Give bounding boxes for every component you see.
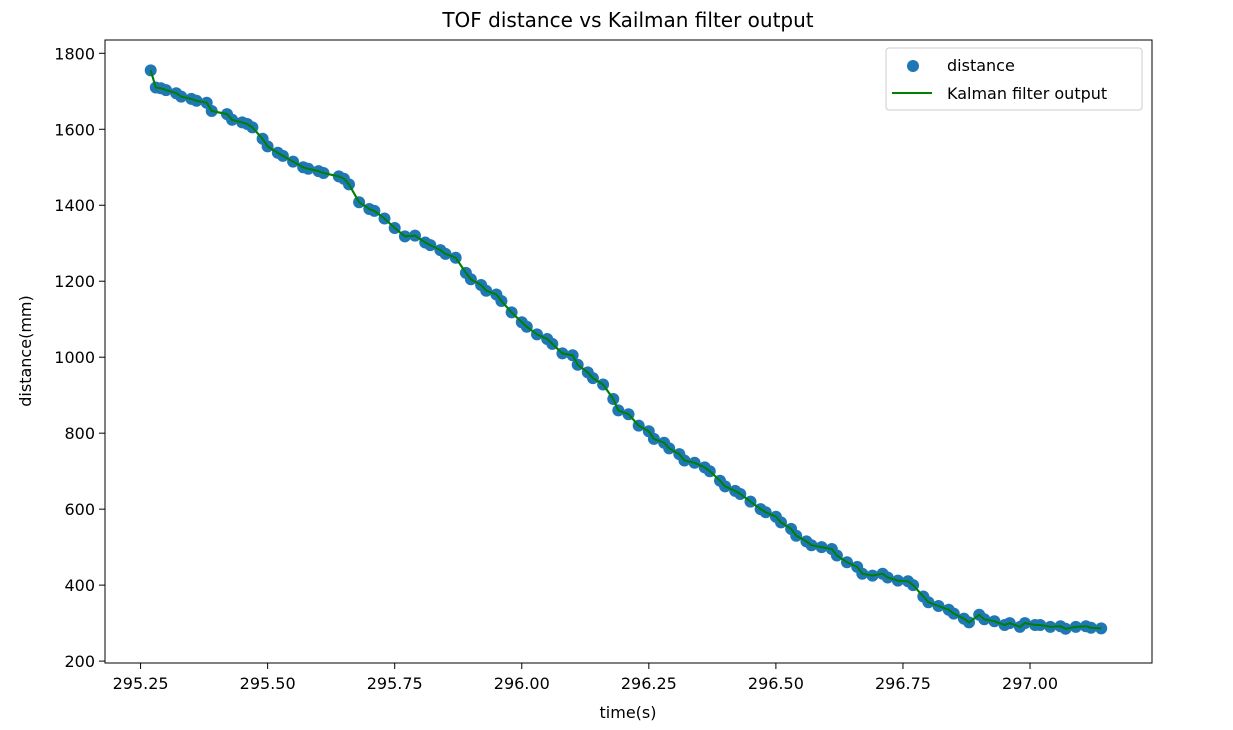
legend-marker-distance <box>907 60 919 72</box>
x-tick-label: 295.75 <box>367 674 423 693</box>
kalman-line-overlay <box>149 70 1102 630</box>
y-tick-label: 1200 <box>54 272 95 291</box>
y-axis: 200 400 600 800 1000 1200 1400 1600 1800 <box>54 44 105 671</box>
y-tick-label: 1600 <box>54 120 95 139</box>
x-tick-label: 296.75 <box>875 674 931 693</box>
chart-title: TOF distance vs Kailman filter output <box>441 8 813 32</box>
plot-area <box>144 64 1108 635</box>
legend-box <box>885 47 1143 111</box>
x-tick-label: 296.50 <box>748 674 804 693</box>
x-axis-label: time(s) <box>600 703 657 722</box>
distance-scatter-series <box>144 64 1108 635</box>
legend: distance Kalman filter output <box>885 47 1143 111</box>
x-tick-label: 296.25 <box>621 674 677 693</box>
y-tick-label: 800 <box>64 424 95 443</box>
x-tick-label: 296.00 <box>494 674 550 693</box>
y-tick-label: 200 <box>64 652 95 671</box>
legend-label-distance: distance <box>947 56 1015 75</box>
y-tick-label: 1000 <box>54 348 95 367</box>
x-tick-label: 295.50 <box>240 674 296 693</box>
x-axis: 295.25 295.50 295.75 296.00 296.25 296.50 296.… <box>113 663 1058 693</box>
legend-label-kalman: Kalman filter output <box>947 84 1107 103</box>
x-tick-label: 295.25 <box>113 674 169 693</box>
axes-frame <box>104 39 1153 664</box>
y-tick-label: 1800 <box>54 44 95 63</box>
y-tick-label: 1400 <box>54 196 95 215</box>
y-tick-label: 400 <box>64 576 95 595</box>
y-tick-label: 600 <box>64 500 95 519</box>
x-tick-label: 297.00 <box>1002 674 1058 693</box>
y-axis-label: distance(mm) <box>16 295 35 406</box>
